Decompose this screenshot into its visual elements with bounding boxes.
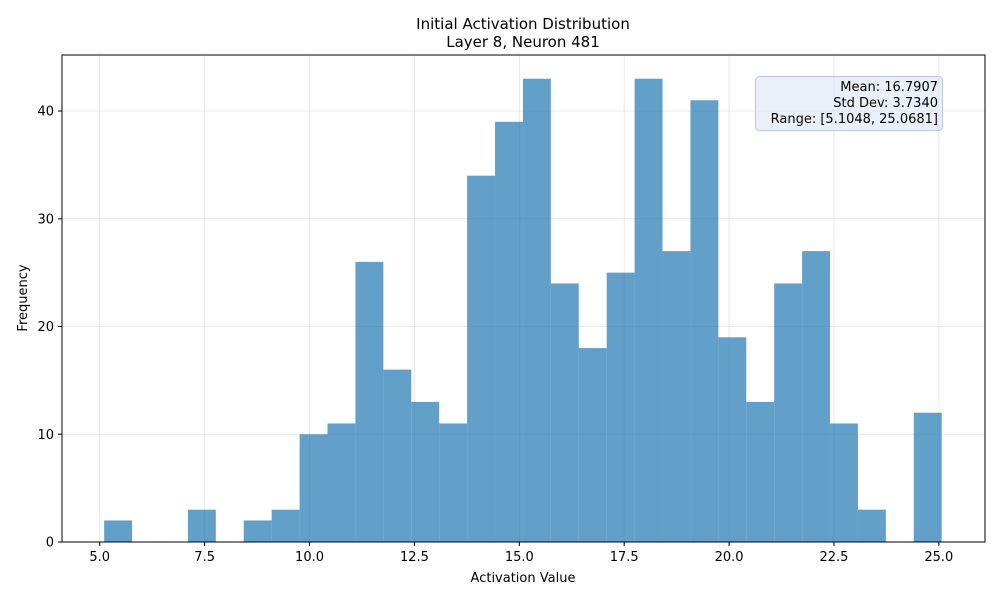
y-tick-label: 20 xyxy=(37,320,54,335)
histogram-bar xyxy=(662,251,691,542)
histogram-bar xyxy=(830,423,858,542)
histogram-bar xyxy=(243,520,272,542)
histogram-bar xyxy=(411,401,440,542)
histogram-bar xyxy=(467,175,496,543)
histogram-bar xyxy=(439,423,468,542)
histogram-bar xyxy=(913,412,942,542)
chart-title: Initial Activation Distribution xyxy=(416,15,630,33)
chart-subtitle: Layer 8, Neuron 481 xyxy=(446,33,600,51)
x-tick-label: 5.0 xyxy=(89,550,110,565)
stats-box-background xyxy=(755,76,943,131)
y-axis-title: Frequency xyxy=(16,264,31,331)
y-axis-ticks: 0 10 20 30 40 xyxy=(37,105,62,551)
plot-frame xyxy=(61,54,986,543)
histogram-bar xyxy=(774,283,803,542)
histogram-bar xyxy=(718,337,747,542)
x-tick-label: 17.5 xyxy=(610,550,639,565)
histogram-bar xyxy=(299,434,328,542)
stats-mean: Mean: 16.7907 xyxy=(840,80,938,95)
x-tick-label: 20.0 xyxy=(715,550,744,565)
histogram-bar xyxy=(271,509,300,542)
stats-range: Range: [5.1048, 25.0681] xyxy=(771,112,938,127)
y-tick-label: 10 xyxy=(37,428,54,443)
histogram-bar xyxy=(104,520,133,542)
histogram-bar xyxy=(857,509,886,542)
y-tick-label: 0 xyxy=(46,536,54,551)
histogram-bar xyxy=(802,251,831,542)
stats-box: Mean: 16.7907 Std Dev: 3.7340 Range: [5.… xyxy=(755,76,943,131)
x-tick-label: 12.5 xyxy=(400,550,429,565)
stats-std-dev: Std Dev: 3.7340 xyxy=(833,96,938,111)
histogram-bar xyxy=(383,369,412,542)
histogram-bar xyxy=(495,121,523,542)
x-tick-label: 10.0 xyxy=(295,550,324,565)
histogram-bar xyxy=(578,348,607,542)
histogram-bar xyxy=(634,78,663,542)
histogram-bar xyxy=(690,100,719,543)
x-axis-title: Activation Value xyxy=(471,571,576,586)
x-axis-ticks: 5.0 7.5 10.0 12.5 15.0 17.5 20.0 22.5 25.0 xyxy=(89,542,953,565)
histogram-bar xyxy=(550,283,579,542)
histogram-bar xyxy=(522,78,551,542)
bars-group xyxy=(104,78,942,543)
plot-area: 5.0 7.5 10.0 12.5 15.0 17.5 20.0 22.5 25.0 0 10 20… xyxy=(37,54,986,565)
histogram-bar xyxy=(187,509,216,542)
y-tick-label: 40 xyxy=(37,105,54,120)
x-tick-label: 7.5 xyxy=(194,550,215,565)
histogram-bar xyxy=(327,423,356,542)
x-tick-label: 25.0 xyxy=(924,550,953,565)
histogram-bar xyxy=(606,272,635,542)
y-tick-label: 30 xyxy=(37,212,54,227)
x-tick-label: 22.5 xyxy=(819,550,848,565)
histogram-bar xyxy=(355,261,384,542)
histogram-bar xyxy=(746,401,775,542)
x-tick-label: 15.0 xyxy=(505,550,534,565)
